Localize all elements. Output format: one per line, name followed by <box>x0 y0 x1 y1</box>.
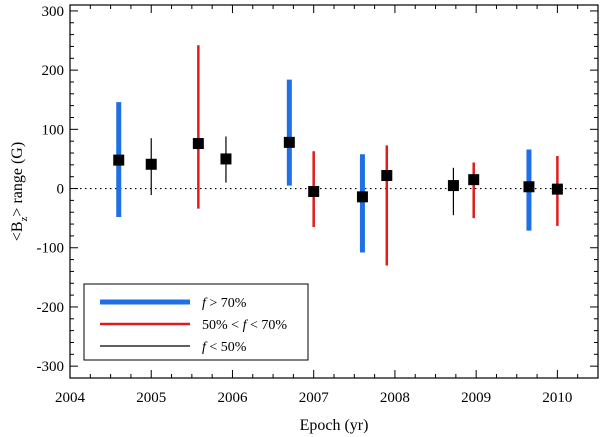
data-point-series-1-point-4 <box>551 183 563 195</box>
x-tick-label: 2010 <box>542 390 572 406</box>
y-tick-label: 100 <box>42 122 65 138</box>
legend-label-series-2: f < 50% <box>202 340 247 355</box>
legend-label-series-0: f > 70% <box>202 296 247 311</box>
legend-label-part: > 70% <box>206 296 247 311</box>
x-tick-label: 2004 <box>55 390 86 406</box>
data-point-series-2-point-2 <box>447 180 459 192</box>
x-tick-label: 2008 <box>380 390 410 406</box>
legend-label-part: < 50% <box>206 340 247 355</box>
y-tick-label: -300 <box>37 359 65 375</box>
y-axis-title-part: <B <box>9 221 26 241</box>
data-point-series-0-point-1 <box>283 136 295 148</box>
x-tick-label: 2009 <box>461 390 491 406</box>
legend: f > 70%50% < f < 70%f < 50% <box>83 283 309 361</box>
data-point-series-1-point-2 <box>381 170 393 182</box>
legend-label-series-1: 50% < f < 70% <box>202 318 287 333</box>
legend-label-part: 50% < <box>202 318 243 333</box>
data-point-series-1-point-0 <box>192 138 204 150</box>
y-tick-label: -100 <box>37 241 65 257</box>
x-axis-title: Epoch (yr) <box>300 417 369 434</box>
legend-label-part: < 70% <box>246 318 287 333</box>
data-point-series-0-point-2 <box>356 191 368 203</box>
legend-label-part: f <box>243 318 249 333</box>
legend-box <box>83 283 309 361</box>
data-point-series-0-point-0 <box>113 154 125 166</box>
y-tick-label: -200 <box>37 300 65 316</box>
legend-label-part: f <box>202 340 208 355</box>
data-point-series-0-point-3 <box>523 181 535 193</box>
data-point-series-2-point-1 <box>220 153 232 165</box>
x-tick-label: 2005 <box>136 390 166 406</box>
x-tick-label: 2006 <box>217 390 248 406</box>
y-tick-label: 0 <box>57 182 65 198</box>
y-axis-title-subscript: z <box>18 216 30 221</box>
legend-label-part: f <box>202 296 208 311</box>
y-axis-title: <Bz> range (G) <box>9 142 30 241</box>
y-axis-title-part: > range (G) <box>9 142 26 217</box>
data-point-series-1-point-3 <box>468 174 480 186</box>
y-tick-label: 200 <box>42 63 65 79</box>
x-tick-label: 2007 <box>299 390 330 406</box>
data-point-series-1-point-1 <box>308 186 320 197</box>
y-tick-label: 300 <box>42 4 65 20</box>
data-point-series-2-point-0 <box>145 158 157 170</box>
